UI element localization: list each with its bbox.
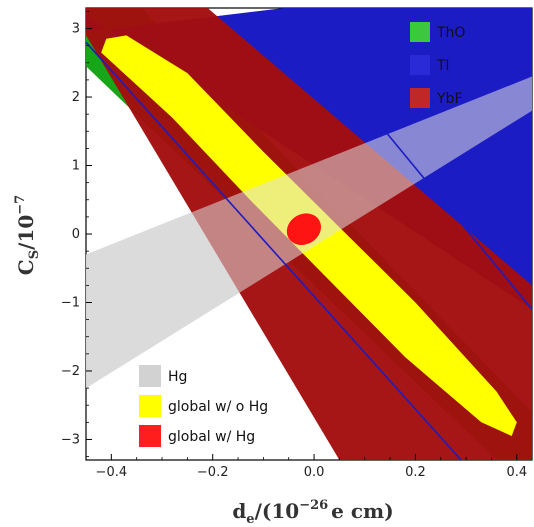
- tl-edge-upper: [283, 8, 533, 310]
- x-axis-ticks: −0.4 −0.2 0.0 0.2 0.4: [85, 454, 527, 480]
- legend-bottom: Hg global w/ o Hg global w/ Hg: [139, 365, 268, 447]
- y-tick-label: 1: [72, 159, 80, 174]
- tl-edge-lower: [86, 41, 462, 460]
- legend-label-tl: Tl: [436, 58, 449, 74]
- legend-swatch-hg: [139, 365, 161, 387]
- y-tick-label: −3: [61, 432, 80, 447]
- x-tick-label: −0.4: [96, 465, 128, 480]
- y-axis-ticks: −3 −2 −1 0 1 2 3: [61, 11, 92, 457]
- legend-swatch-tl: [410, 55, 430, 75]
- y-tick-label: 3: [72, 22, 80, 37]
- y-tick-label: −2: [61, 364, 80, 379]
- legend-swatch-global-wo-hg: [139, 395, 161, 417]
- x-tick-label: 0.4: [506, 465, 527, 480]
- regions-layer: [86, 8, 533, 460]
- x-tick-label: 0.2: [405, 465, 426, 480]
- legend-top: ThO Tl YbF: [410, 22, 465, 108]
- legend-label-ybf: YbF: [436, 91, 463, 107]
- legend-label-global-w-hg: global w/ Hg: [168, 429, 255, 445]
- legend-swatch-ybf: [410, 88, 430, 108]
- legend-label-hg: Hg: [168, 369, 187, 385]
- y-tick-label: 0: [72, 227, 80, 242]
- legend-label-global-wo-hg: global w/ o Hg: [168, 399, 268, 415]
- x-tick-label: −0.2: [197, 465, 229, 480]
- x-tick-label: 0.0: [304, 465, 325, 480]
- legend-swatch-global-w-hg: [139, 425, 161, 447]
- y-axis-label: CS/10−7: [13, 195, 42, 275]
- region-global-w-hg: [286, 213, 322, 245]
- legend-swatch-tho: [410, 22, 430, 42]
- legend-label-tho: ThO: [436, 25, 465, 41]
- y-tick-label: 2: [72, 90, 80, 105]
- y-tick-label: −1: [61, 295, 80, 310]
- x-axis-label: de/(10−26 e cm): [232, 498, 393, 527]
